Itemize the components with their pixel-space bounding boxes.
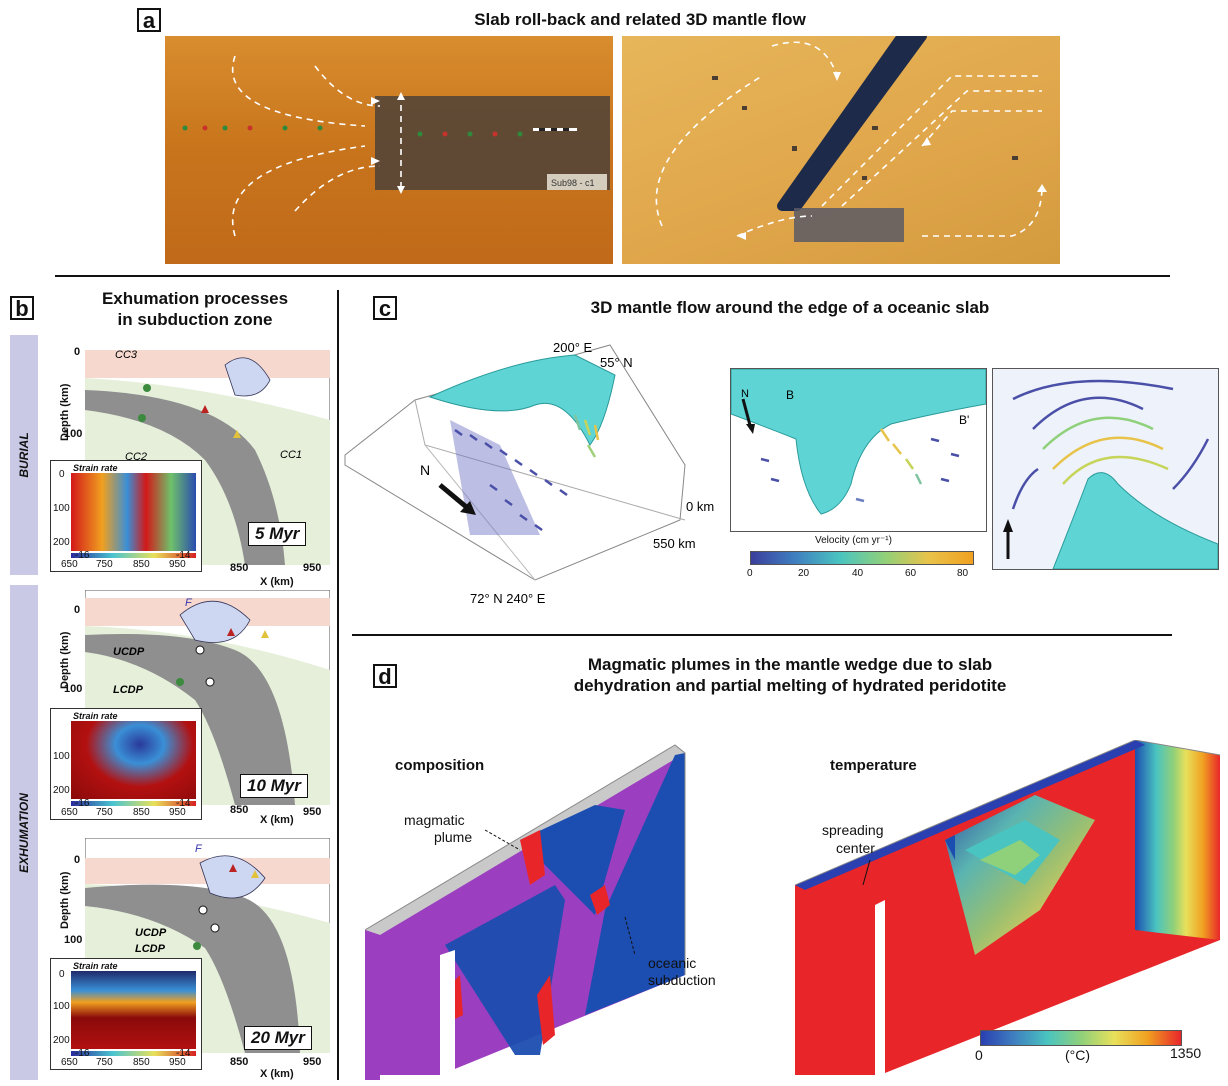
y-tick: 100	[64, 683, 83, 695]
depth-axis-label: Depth (km)	[59, 871, 71, 929]
svg-text:0 km: 0 km	[686, 499, 714, 514]
x-axis-label: X (km)	[260, 576, 294, 588]
exhumation-sidebar: EXHUMATION	[10, 585, 38, 1080]
x-tick: 850	[230, 1056, 249, 1068]
svg-text:F: F	[185, 597, 193, 609]
svg-text:CC3: CC3	[115, 350, 138, 361]
oceanic-subduction-label-2: subduction	[648, 972, 716, 988]
y-tick: 0	[74, 346, 81, 358]
divider-vertical	[337, 290, 339, 1080]
depth-axis-label: Depth (km)	[59, 631, 71, 689]
composition-heading: composition	[395, 757, 485, 774]
x-tick: 950	[303, 562, 322, 574]
temperature-model	[795, 740, 1221, 1080]
sample-tag: Sub98 - c1	[551, 178, 595, 188]
temperature-colorbar: 0 (°C) 1350	[975, 1030, 1220, 1080]
panel-a-label: a	[137, 8, 161, 32]
time-label: 5 Myr	[248, 522, 307, 546]
svg-text:CC1: CC1	[280, 449, 302, 461]
panel-d-label: d	[373, 664, 397, 688]
svg-text:B: B	[786, 388, 794, 402]
y-tick: 0	[74, 604, 81, 616]
svg-text:B': B'	[959, 413, 969, 427]
frame-5myr: Depth (km) 0 100 CC3 CC2 CC1 Strain rate…	[50, 340, 335, 588]
composition-model	[365, 744, 686, 1080]
spreading-center-label-2: center	[836, 840, 875, 856]
panel-a-photo-left: Sub98 - c1	[165, 36, 613, 264]
svg-text:UCDP: UCDP	[113, 646, 145, 658]
time-label: 20 Myr	[244, 1026, 312, 1050]
time-label: 10 Myr	[240, 774, 308, 798]
roll-back-side-view	[655, 36, 1047, 242]
svg-text:55° N: 55° N	[600, 355, 633, 370]
svg-text:N: N	[741, 388, 749, 400]
panel-d-title-1: Magmatic plumes in the mantle wedge due …	[587, 655, 993, 674]
panel-c-title: 3D mantle flow around the edge of a ocea…	[590, 298, 990, 317]
strain-rate-inset: Strain rate -16 -14 100 200 650 750 850 …	[50, 708, 202, 820]
magmatic-plume-label: magmatic	[404, 812, 465, 828]
svg-text:LCDP: LCDP	[135, 943, 166, 955]
y-tick: 100	[64, 934, 83, 946]
svg-text:N: N	[420, 462, 430, 478]
velocity-colorbar: Velocity (cm yr⁻¹) 0 20 40 60 80	[745, 535, 975, 590]
model-10myr: F UCDP LCDP	[85, 590, 330, 805]
divider-middle	[352, 634, 1172, 636]
roll-back-top-view: Sub98 - c1	[182, 55, 610, 237]
frame-20myr: Depth (km) 0 100 F UCDP LCDP Strain rate…	[50, 838, 335, 1080]
slab-edge-closeup	[992, 368, 1219, 570]
strain-rate-inset: Strain rate -16 -14 0 100 200 650 750 85…	[50, 958, 202, 1070]
panel-c-label: c	[373, 296, 397, 320]
spreading-center-label: spreading	[822, 822, 884, 838]
x-tick: 850	[230, 562, 249, 574]
x-tick: 850	[230, 804, 249, 816]
y-tick: 0	[74, 854, 81, 866]
svg-text:550 km: 550 km	[653, 536, 696, 551]
x-tick: 950	[303, 1056, 322, 1068]
panel-b-label: b	[10, 296, 34, 320]
x-axis-label: X (km)	[260, 814, 294, 826]
panel-b-title-1: Exhumation processes	[101, 289, 289, 308]
svg-text:72° N 240° E: 72° N 240° E	[470, 591, 546, 606]
temperature-heading: temperature	[830, 757, 917, 774]
frame-10myr: Depth (km) 0 100 F UCDP LCDP Strain rate…	[50, 588, 335, 828]
svg-text:UCDP: UCDP	[135, 927, 167, 939]
x-tick: 950	[303, 806, 322, 818]
burial-sidebar: BURIAL	[10, 335, 38, 575]
y-tick: 100	[64, 428, 83, 440]
svg-text:200° E: 200° E	[553, 340, 593, 355]
svg-text:LCDP: LCDP	[113, 684, 144, 696]
svg-text:F: F	[195, 843, 203, 855]
slab-3d-view: N Slab 200° E 55° N 0 km 550 km 72° N 24…	[344, 340, 714, 606]
magmatic-plume-label-2: plume	[434, 829, 473, 845]
panel-d-title-2: dehydration and partial melting of hydra…	[573, 676, 1007, 695]
panel-a-photo-right	[622, 36, 1060, 264]
oceanic-subduction-label: oceanic	[648, 955, 697, 971]
panel-b-title-2: in subduction zone	[117, 310, 273, 329]
panel-a-title: Slab roll-back and related 3D mantle flo…	[474, 10, 806, 29]
slab-cross-section: N B B'	[730, 368, 987, 532]
strain-rate-inset: Strain rate -16 -14 0 100 200 650 750 85…	[50, 460, 202, 572]
divider-top	[55, 275, 1170, 277]
x-axis-label: X (km)	[260, 1068, 294, 1080]
svg-text:Slab: Slab	[515, 413, 541, 428]
